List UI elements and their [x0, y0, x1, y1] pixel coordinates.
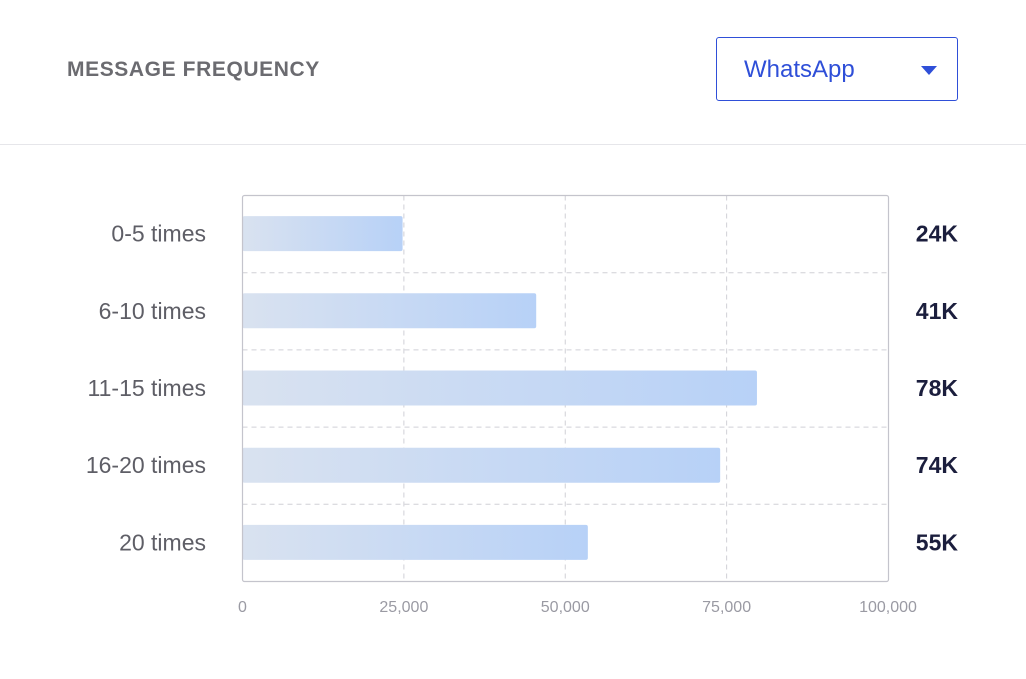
- value-label: 55K: [916, 529, 959, 555]
- plot-area-frame: [241, 194, 890, 583]
- value-label: 74K: [916, 452, 959, 478]
- channel-dropdown-value: WhatsApp: [744, 56, 855, 83]
- bar-4[interactable]: [242, 524, 588, 560]
- value-label: 41K: [916, 298, 959, 324]
- value-label: 24K: [916, 221, 959, 247]
- category-label: 6-10 times: [99, 298, 206, 324]
- category-label: 0-5 times: [111, 221, 206, 247]
- x-tick-label: 25,000: [379, 599, 428, 616]
- x-tick-label: 75,000: [702, 599, 751, 616]
- value-label: 78K: [916, 375, 959, 401]
- category-label: 16-20 times: [86, 452, 206, 478]
- bar-2[interactable]: [242, 370, 757, 406]
- x-tick-label: 0: [238, 599, 247, 616]
- x-tick-label: 100,000: [859, 599, 917, 616]
- category-label: 20 times: [119, 529, 206, 555]
- category-label: 11-15 times: [88, 375, 206, 401]
- bar-0[interactable]: [242, 216, 403, 252]
- caret-down-icon: [921, 66, 937, 75]
- bar-1[interactable]: [242, 293, 537, 329]
- channel-dropdown[interactable]: WhatsApp: [716, 37, 958, 101]
- x-tick-label: 50,000: [541, 599, 590, 616]
- card-title: MESSAGE FREQUENCY: [67, 58, 320, 81]
- card-header: MESSAGE FREQUENCY WhatsApp: [0, 0, 1026, 145]
- bar-3[interactable]: [242, 447, 721, 483]
